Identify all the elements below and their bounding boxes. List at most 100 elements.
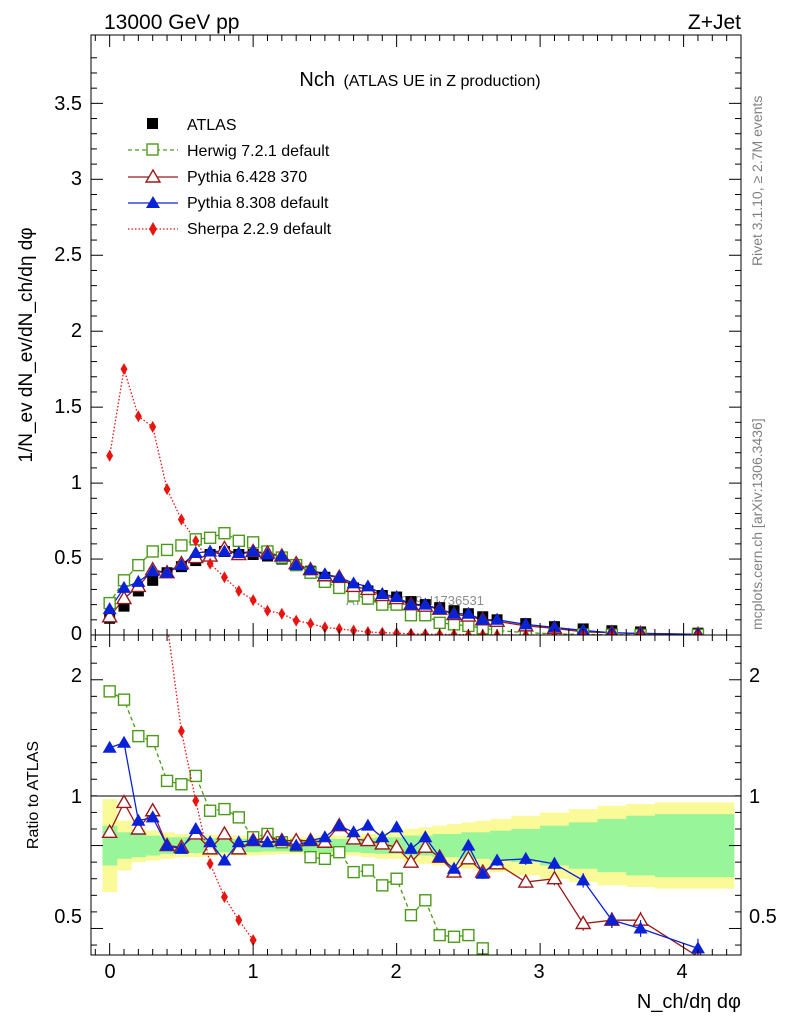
header-left-label: 13000 GeV pp xyxy=(104,11,239,34)
data-point-pythia-8-308-default xyxy=(332,570,347,583)
legend-marker-sherpa xyxy=(149,222,157,236)
ratio-point-pythia-8-308-default xyxy=(246,833,261,846)
data-point-sherpa-2-2-9-default xyxy=(120,363,128,376)
legend-label: Herwig 7.2.1 default xyxy=(187,143,330,160)
ratio-point-pythia-6-428-370 xyxy=(216,825,233,840)
ratio-panel-frame xyxy=(90,634,742,956)
ratio-point-herwig-7-2-1-default xyxy=(132,729,145,743)
plot-title: Nch (ATLAS UE in Z production) xyxy=(299,69,540,91)
y-tick-label-top: 2 xyxy=(71,320,82,342)
y-tick-label-ratio-right: 1 xyxy=(749,786,760,808)
ratio-band-inner xyxy=(446,833,462,858)
ratio-point-pythia-8-308-default xyxy=(389,820,404,833)
data-point-pythia-8-308-default xyxy=(217,544,232,557)
ratio-point-pythia-8-308-default xyxy=(260,835,275,848)
data-point-herwig-7-2-1-default xyxy=(132,558,145,572)
ratio-point-herwig-7-2-1-default xyxy=(203,804,217,817)
data-point-herwig-7-2-1-default xyxy=(218,527,231,540)
ratio-point-pythia-6-428-370 xyxy=(574,915,592,930)
ratio-point-pythia-6-428-370 xyxy=(345,830,362,845)
y-tick-label-top: 0.5 xyxy=(54,547,82,569)
ratio-point-herwig-7-2-1-default xyxy=(433,928,446,942)
ratio-point-herwig-7-2-1-default xyxy=(232,811,245,824)
data-point-herwig-7-2-1-default xyxy=(333,581,346,595)
data-point-pythia-8-308-default xyxy=(518,617,533,630)
data-point-pythia-8-308-default xyxy=(346,576,361,589)
data-point-pythia-8-308-default xyxy=(117,580,132,593)
data-point-pythia-8-308-default xyxy=(447,606,462,619)
ratio-band-inner xyxy=(116,832,132,859)
series-line-pythia-8-308-default xyxy=(109,550,698,635)
data-point-sherpa-2-2-9-default xyxy=(292,614,300,627)
data-point-sherpa-2-2-9-default xyxy=(235,584,243,597)
plot-title-main: Nch xyxy=(299,69,335,91)
ratio-band-inner xyxy=(626,815,656,876)
data-point-sherpa-2-2-9-default xyxy=(134,410,142,423)
ratio-point-pythia-8-308-default xyxy=(217,853,232,866)
header-right-label: Z+Jet xyxy=(688,11,741,34)
legend-label: Pythia 8.308 default xyxy=(187,195,329,212)
x-tick-label: 2 xyxy=(390,961,401,983)
data-point-pythia-8-308-default xyxy=(475,612,490,625)
axis-ticks xyxy=(91,35,741,955)
ratio-band-inner xyxy=(597,819,627,873)
data-point-sherpa-2-2-9-default xyxy=(321,621,329,634)
ratio-point-pythia-8-308-default xyxy=(403,841,418,854)
data-point-pythia-8-308-default xyxy=(389,590,404,603)
data-point-pythia-6-428-370 xyxy=(115,590,133,605)
ratio-point-herwig-7-2-1-default xyxy=(376,879,389,892)
data-point-herwig-7-2-1-default xyxy=(447,618,461,631)
data-point-herwig-7-2-1-default xyxy=(203,531,217,544)
data-point-pythia-8-308-default xyxy=(375,586,390,599)
x-tick-label: 1 xyxy=(247,961,258,983)
x-axis-title: N_ch/dη dφ xyxy=(637,991,741,1013)
data-point-pythia-8-308-default xyxy=(188,545,203,558)
data-point-pythia-8-308-default xyxy=(461,606,476,619)
ratio-point-herwig-7-2-1-default xyxy=(347,865,360,879)
ratio-point-pythia-6-428-370 xyxy=(230,840,248,855)
ratio-point-pythia-8-308-default xyxy=(576,873,591,886)
y-tick-label-ratio: 1 xyxy=(71,786,82,808)
y-tick-label-ratio: 0.5 xyxy=(54,906,82,928)
ratio-point-pythia-6-428-370 xyxy=(417,838,434,853)
data-point-herwig-7-2-1-default xyxy=(232,534,245,548)
ratio-point-pythia-6-428-370 xyxy=(546,870,563,885)
data-point-atlas xyxy=(147,574,159,586)
legend: ATLAS Herwig 7.2.1 default Pythia 6.428 … xyxy=(128,117,332,238)
ratio-point-herwig-7-2-1-default xyxy=(404,909,418,922)
data-point-herwig-7-2-1-default xyxy=(175,539,188,552)
ratio-point-pythia-8-308-default xyxy=(490,853,505,866)
ratio-point-herwig-7-2-1-default xyxy=(447,930,461,943)
legend-marker-pythia6 xyxy=(144,168,162,183)
legend-marker-atlas xyxy=(147,118,158,129)
data-point-pythia-8-308-default xyxy=(131,574,146,587)
data-point-pythia-8-308-default xyxy=(432,602,447,615)
data-point-sherpa-2-2-9-default xyxy=(249,594,257,607)
rivet-version-label: Rivet 3.1.10, ≥ 2.7M events xyxy=(749,96,765,266)
ratio-point-herwig-7-2-1-default xyxy=(304,850,317,864)
mcplots-label: mcplots.cern.ch [arXiv:1306.3436] xyxy=(749,418,765,630)
ratio-point-herwig-7-2-1-default xyxy=(361,864,375,877)
data-point-pythia-8-308-default xyxy=(547,620,562,633)
ratio-point-pythia-6-428-370 xyxy=(517,873,534,888)
y-axis-title-top: 1/N_ev dN_ev/dN_ch/dη dφ xyxy=(16,227,37,462)
data-point-pythia-8-308-default xyxy=(289,558,304,571)
ratio-point-pythia-6-428-370 xyxy=(402,853,420,868)
data-point-pythia-8-308-default xyxy=(203,544,218,557)
ratio-point-pythia-8-308-default xyxy=(633,921,648,934)
data-point-herwig-7-2-1-default xyxy=(404,609,418,622)
data-point-pythia-8-308-default xyxy=(317,567,332,580)
ratio-point-pythia-8-308-default xyxy=(145,810,160,823)
ratio-point-herwig-7-2-1-default xyxy=(318,852,332,866)
ratio-point-sherpa-2-2-9-default xyxy=(192,794,200,807)
y-tick-label-ratio-right: 2 xyxy=(749,665,760,687)
data-point-sherpa-2-2-9-default xyxy=(278,607,286,620)
y-tick-label-top: 2.5 xyxy=(54,244,82,266)
ratio-point-pythia-6-428-370 xyxy=(460,850,477,865)
legend-marker-pythia8 xyxy=(146,196,160,208)
ratio-point-pythia-6-428-370 xyxy=(359,832,377,847)
ratio-point-pythia-6-428-370 xyxy=(388,838,405,853)
ratio-line-pythia-8-308-default xyxy=(109,741,699,949)
ratio-point-pythia-8-308-default xyxy=(432,850,447,863)
data-point-pythia-8-308-default xyxy=(490,612,505,625)
